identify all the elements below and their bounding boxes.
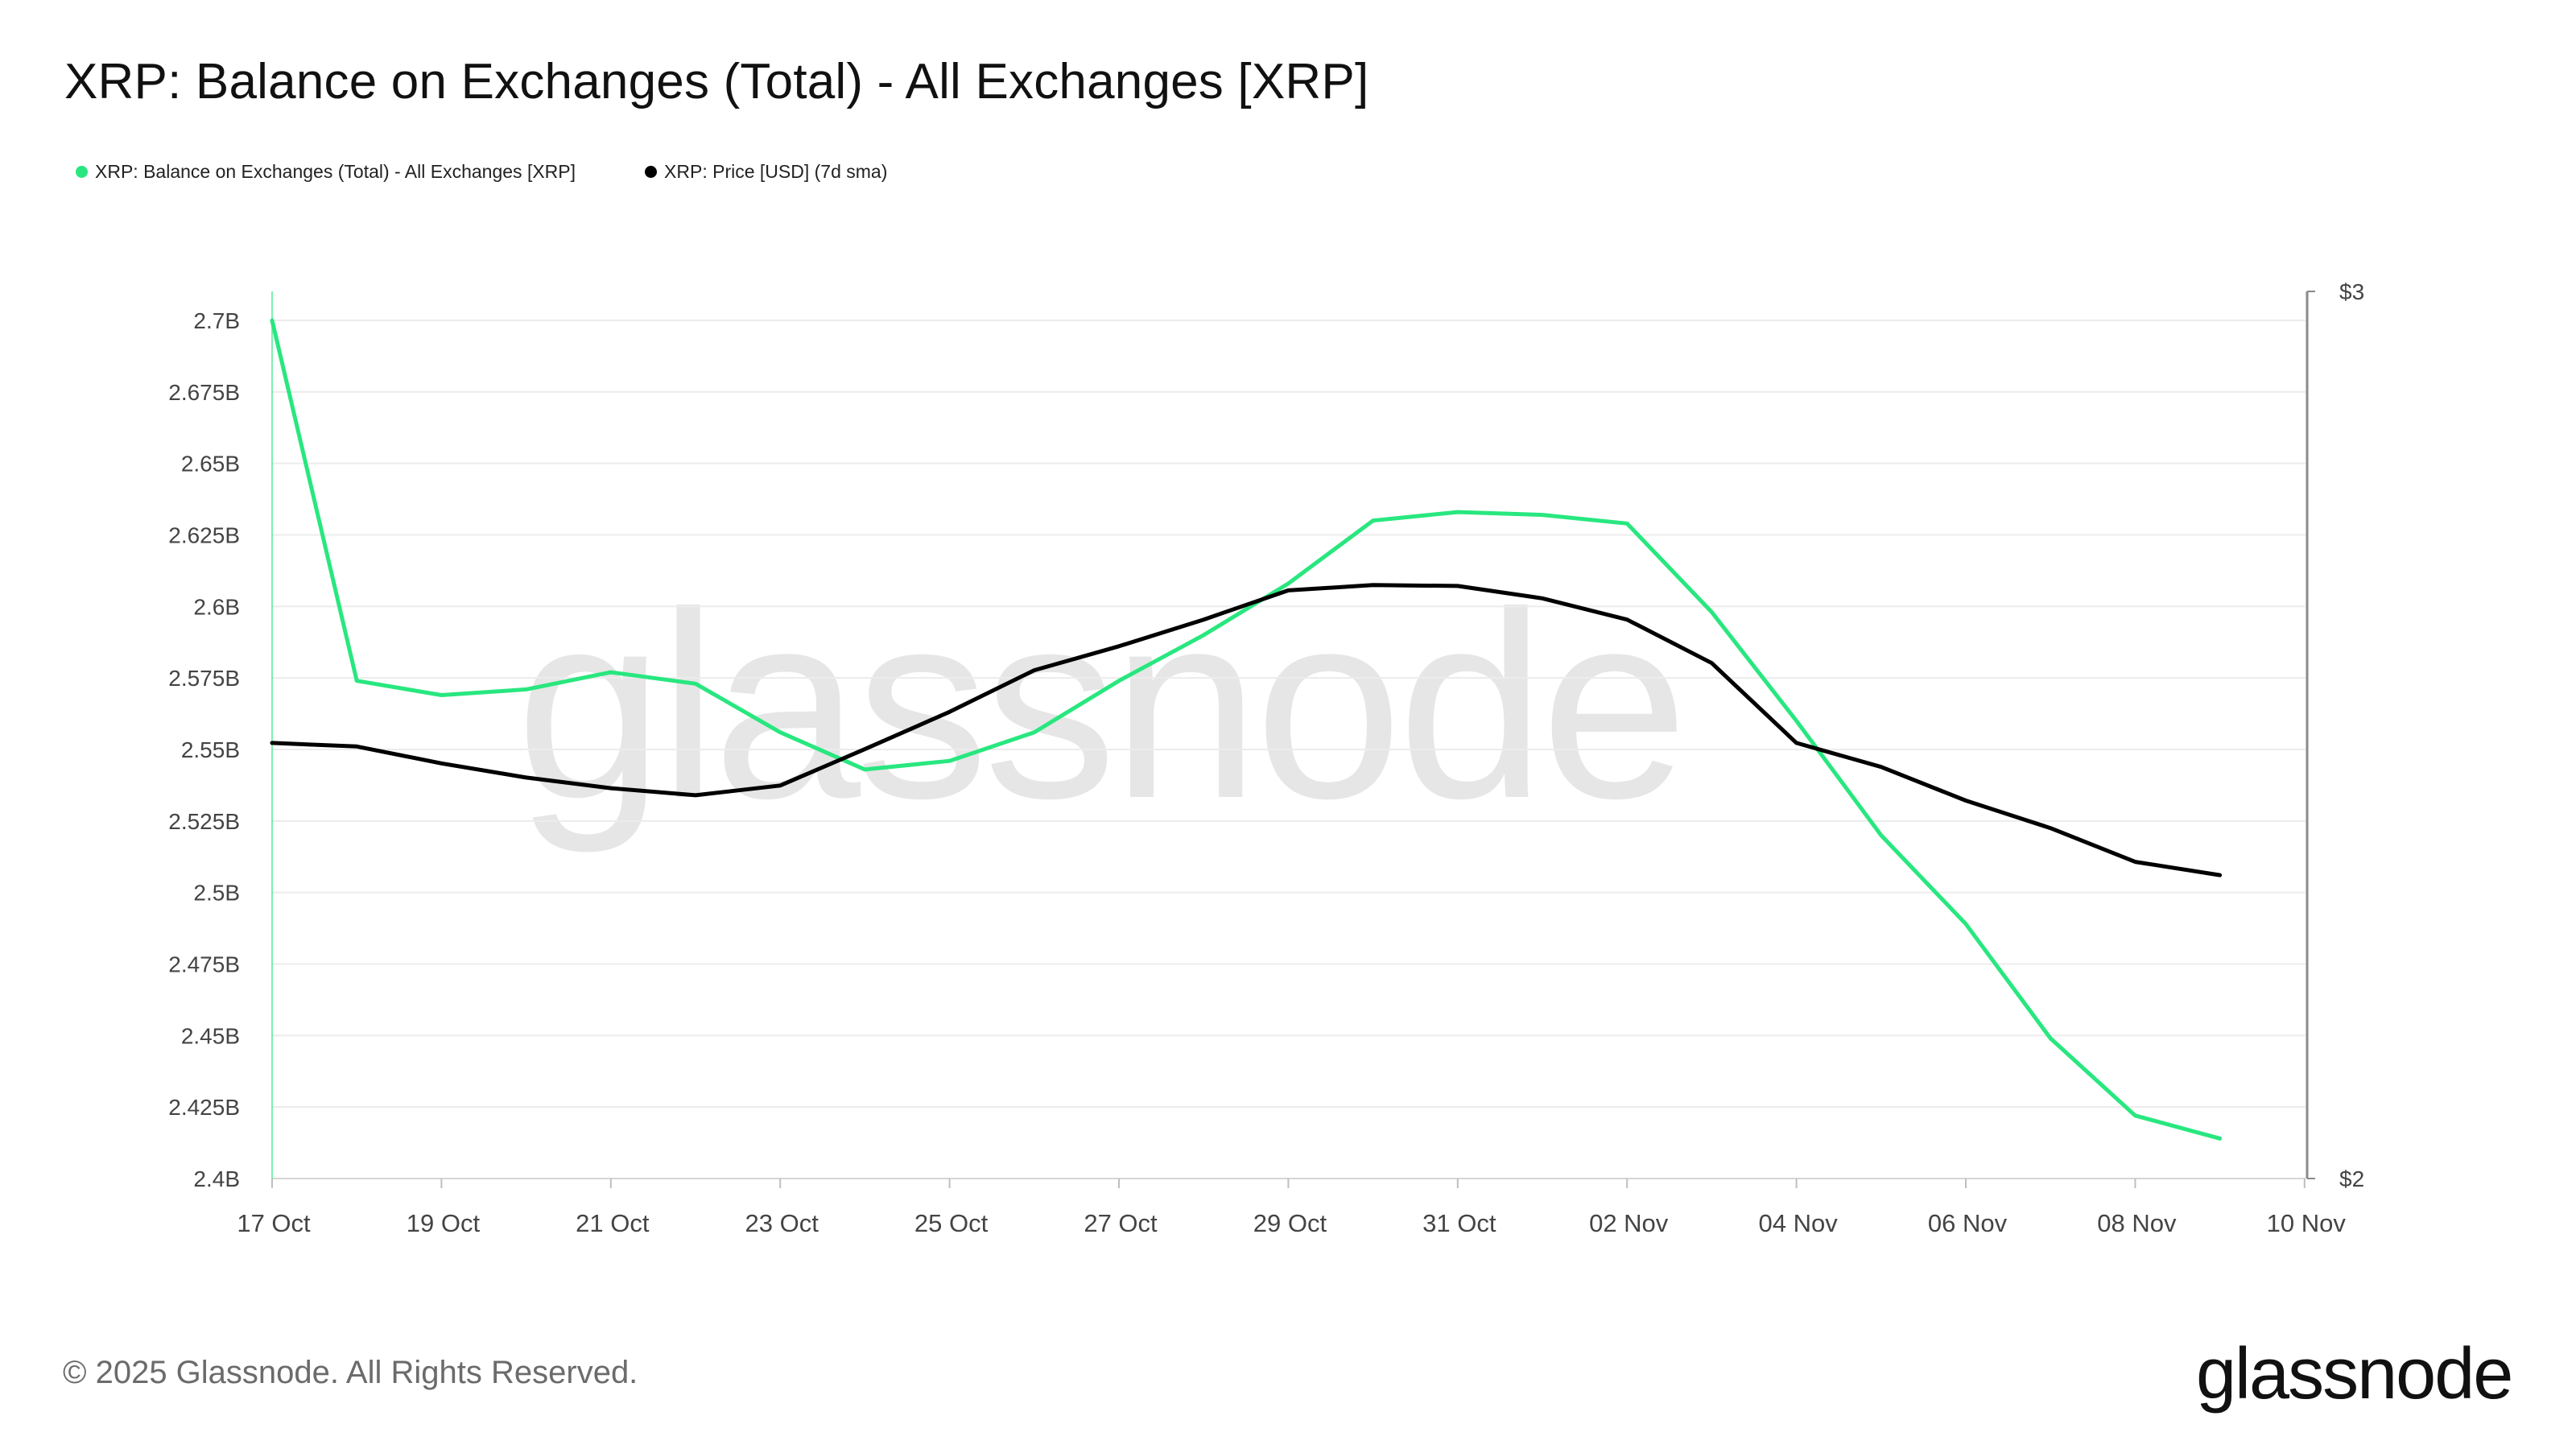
x-tick-label: 23 Oct (745, 1209, 819, 1237)
watermark-text: glassnode (516, 556, 1684, 855)
y-left-tick-label: 2.425B (168, 1095, 240, 1120)
chart-title: XRP: Balance on Exchanges (Total) - All … (64, 54, 1369, 109)
x-tick-label: 19 Oct (407, 1209, 481, 1237)
y-left-tick-label: 2.6B (193, 594, 240, 619)
x-tick-label: 08 Nov (2097, 1209, 2177, 1237)
x-tick-label: 06 Nov (1928, 1209, 2008, 1237)
legend-label-exchange-balance: XRP: Balance on Exchanges (Total) - All … (95, 161, 576, 182)
x-tick-label: 17 Oct (237, 1209, 311, 1237)
y-left-tick-label: 2.4B (193, 1166, 240, 1191)
y-left-tick-label: 2.475B (168, 952, 240, 977)
y-right-tick-label: $3 (2339, 279, 2364, 304)
glassnode-logo[interactable]: glassnode (2196, 1334, 2513, 1414)
x-tick-label: 27 Oct (1084, 1209, 1158, 1237)
legend-swatch-price (645, 166, 658, 178)
series-line-price (270, 583, 2223, 877)
y-left-tick-label: 2.625B (168, 523, 240, 548)
copyright-text: © 2025 Glassnode. All Rights Reserved. (63, 1355, 638, 1390)
x-tick-label: 02 Nov (1589, 1209, 1669, 1237)
axes: 2.7B 2.675B 2.65B 2.625B 2.6B 2.575B 2.55B 2.52… (168, 279, 2364, 1237)
x-tick-label: 10 Nov (2267, 1209, 2347, 1237)
legend-item-exchange-balance[interactable]: XRP: Balance on Exchanges (Total) - All … (76, 161, 576, 183)
y-left-tick-label: 2.55B (181, 737, 240, 762)
chart-legend: XRP: Balance on Exchanges (Total) - All … (76, 161, 956, 183)
series-lines (270, 318, 2223, 1141)
x-tick-label: 29 Oct (1253, 1209, 1327, 1237)
series-line-exchange-balance (270, 318, 2223, 1141)
y-left-tick-label: 2.575B (168, 666, 240, 691)
y-left-tick-label: 2.5B (193, 881, 240, 906)
y-left-tick-label: 2.45B (181, 1023, 240, 1048)
y-left-tick-label: 2.525B (168, 809, 240, 834)
y-left-tick-label: 2.7B (193, 308, 240, 333)
y-left-tick-label: 2.675B (168, 380, 240, 405)
x-tick-label: 04 Nov (1758, 1209, 1838, 1237)
x-tick-label: 31 Oct (1422, 1209, 1496, 1237)
x-tick-label: 21 Oct (576, 1209, 650, 1237)
legend-swatch-exchange-balance (76, 166, 88, 178)
legend-item-price[interactable]: XRP: Price [USD] (7d sma) (645, 161, 887, 183)
legend-label-price: XRP: Price [USD] (7d sma) (664, 161, 888, 182)
y-right-tick-label: $2 (2339, 1166, 2364, 1191)
x-tick-label: 25 Oct (914, 1209, 989, 1237)
y-left-tick-label: 2.65B (181, 452, 240, 477)
grid-lines (272, 320, 2306, 1108)
